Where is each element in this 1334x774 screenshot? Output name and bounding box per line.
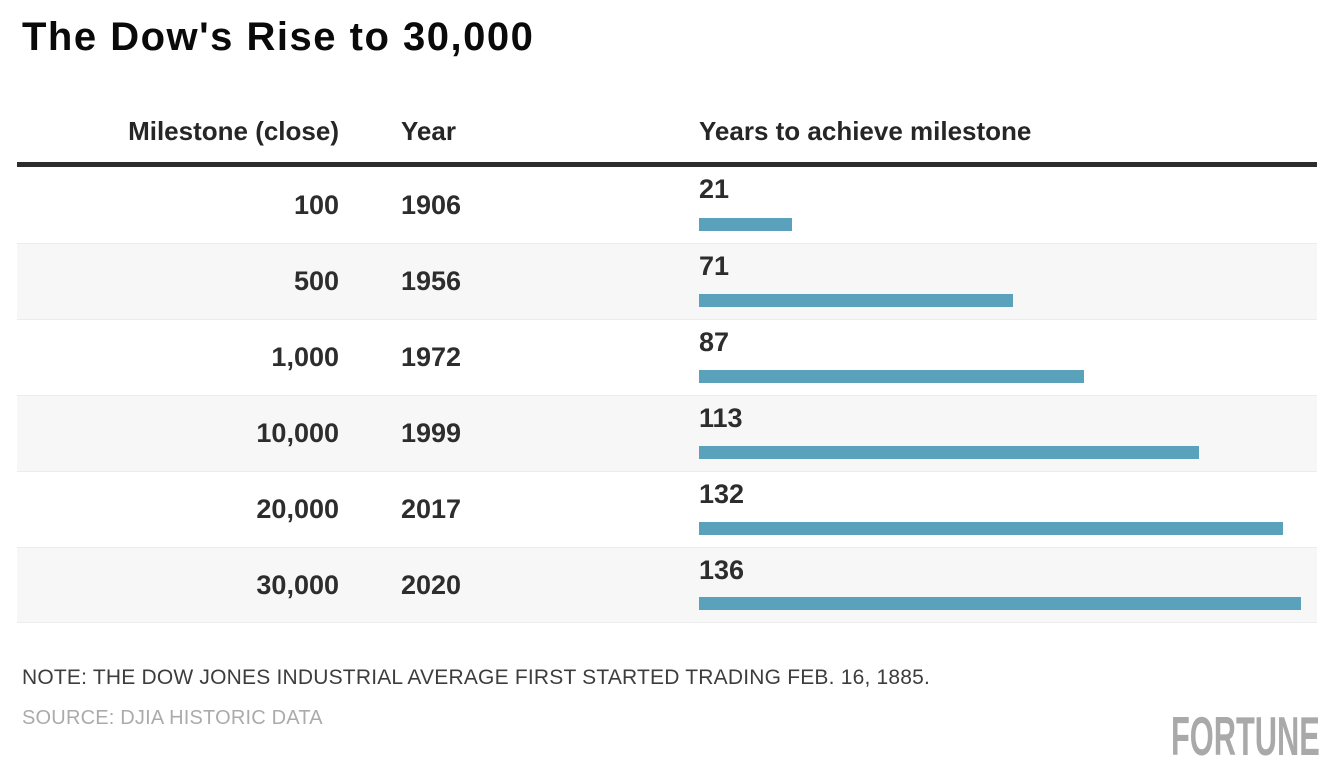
- years-bar: [699, 294, 1014, 308]
- years-cell: 71: [637, 244, 1317, 319]
- bar-track: [699, 294, 1301, 308]
- chart-card: The Dow's Rise to 30,000 Milestone (clos…: [0, 14, 1334, 730]
- chart-title: The Dow's Rise to 30,000: [22, 15, 535, 59]
- note-text: NOTE: THE DOW JONES INDUSTRIAL AVERAGE F…: [22, 666, 931, 690]
- milestone-value: 20,000: [256, 494, 339, 525]
- years-cell: 113: [637, 396, 1317, 471]
- column-header-milestone: Milestone (close): [128, 116, 339, 147]
- year-value: 1972: [401, 342, 462, 373]
- table-row: 10,000 1999 113: [17, 395, 1317, 472]
- table-row: 30,000 2020 136: [17, 547, 1317, 624]
- years-value: 71: [699, 251, 730, 282]
- milestone-value: 30,000: [256, 569, 339, 600]
- milestone-value: 10,000: [256, 418, 339, 449]
- table-row: 500 1956 71: [17, 243, 1317, 320]
- years-bar: [699, 370, 1085, 384]
- bar-track: [699, 522, 1301, 536]
- year-value: 2017: [401, 494, 462, 525]
- years-bar: [699, 446, 1200, 460]
- years-bar: [699, 218, 792, 232]
- year-value: 1906: [401, 189, 462, 220]
- source-text: SOURCE: DJIA HISTORIC DATA: [22, 707, 323, 730]
- table-header-row: Milestone (close) Year Years to achieve …: [17, 61, 1317, 168]
- milestone-value: 100: [293, 189, 339, 220]
- bar-track: [699, 370, 1301, 384]
- bar-track: [699, 218, 1301, 232]
- years-cell: 21: [637, 167, 1317, 243]
- bar-track: [699, 446, 1301, 460]
- column-header-years: Years to achieve milestone: [699, 116, 1032, 147]
- table-row: 20,000 2017 132: [17, 471, 1317, 547]
- bar-track: [699, 597, 1301, 611]
- milestone-value: 500: [293, 266, 339, 297]
- years-value: 113: [699, 403, 743, 434]
- years-bar: [699, 597, 1301, 611]
- table-row: 100 1906 21: [17, 167, 1317, 243]
- years-value: 21: [699, 174, 730, 205]
- year-value: 1999: [401, 418, 462, 449]
- years-cell: 136: [637, 548, 1317, 622]
- years-cell: 132: [637, 472, 1317, 547]
- milestone-table: Milestone (close) Year Years to achieve …: [17, 61, 1317, 624]
- year-value: 2020: [401, 569, 462, 600]
- years-value: 136: [699, 555, 745, 586]
- years-bar: [699, 522, 1284, 536]
- years-cell: 87: [637, 320, 1317, 395]
- milestone-value: 1,000: [271, 342, 339, 373]
- fortune-logo: FORTUNE: [1171, 705, 1320, 767]
- years-value: 132: [699, 479, 745, 510]
- years-value: 87: [699, 327, 730, 358]
- year-value: 1956: [401, 266, 462, 297]
- table-row: 1,000 1972 87: [17, 319, 1317, 395]
- column-header-year: Year: [401, 116, 456, 147]
